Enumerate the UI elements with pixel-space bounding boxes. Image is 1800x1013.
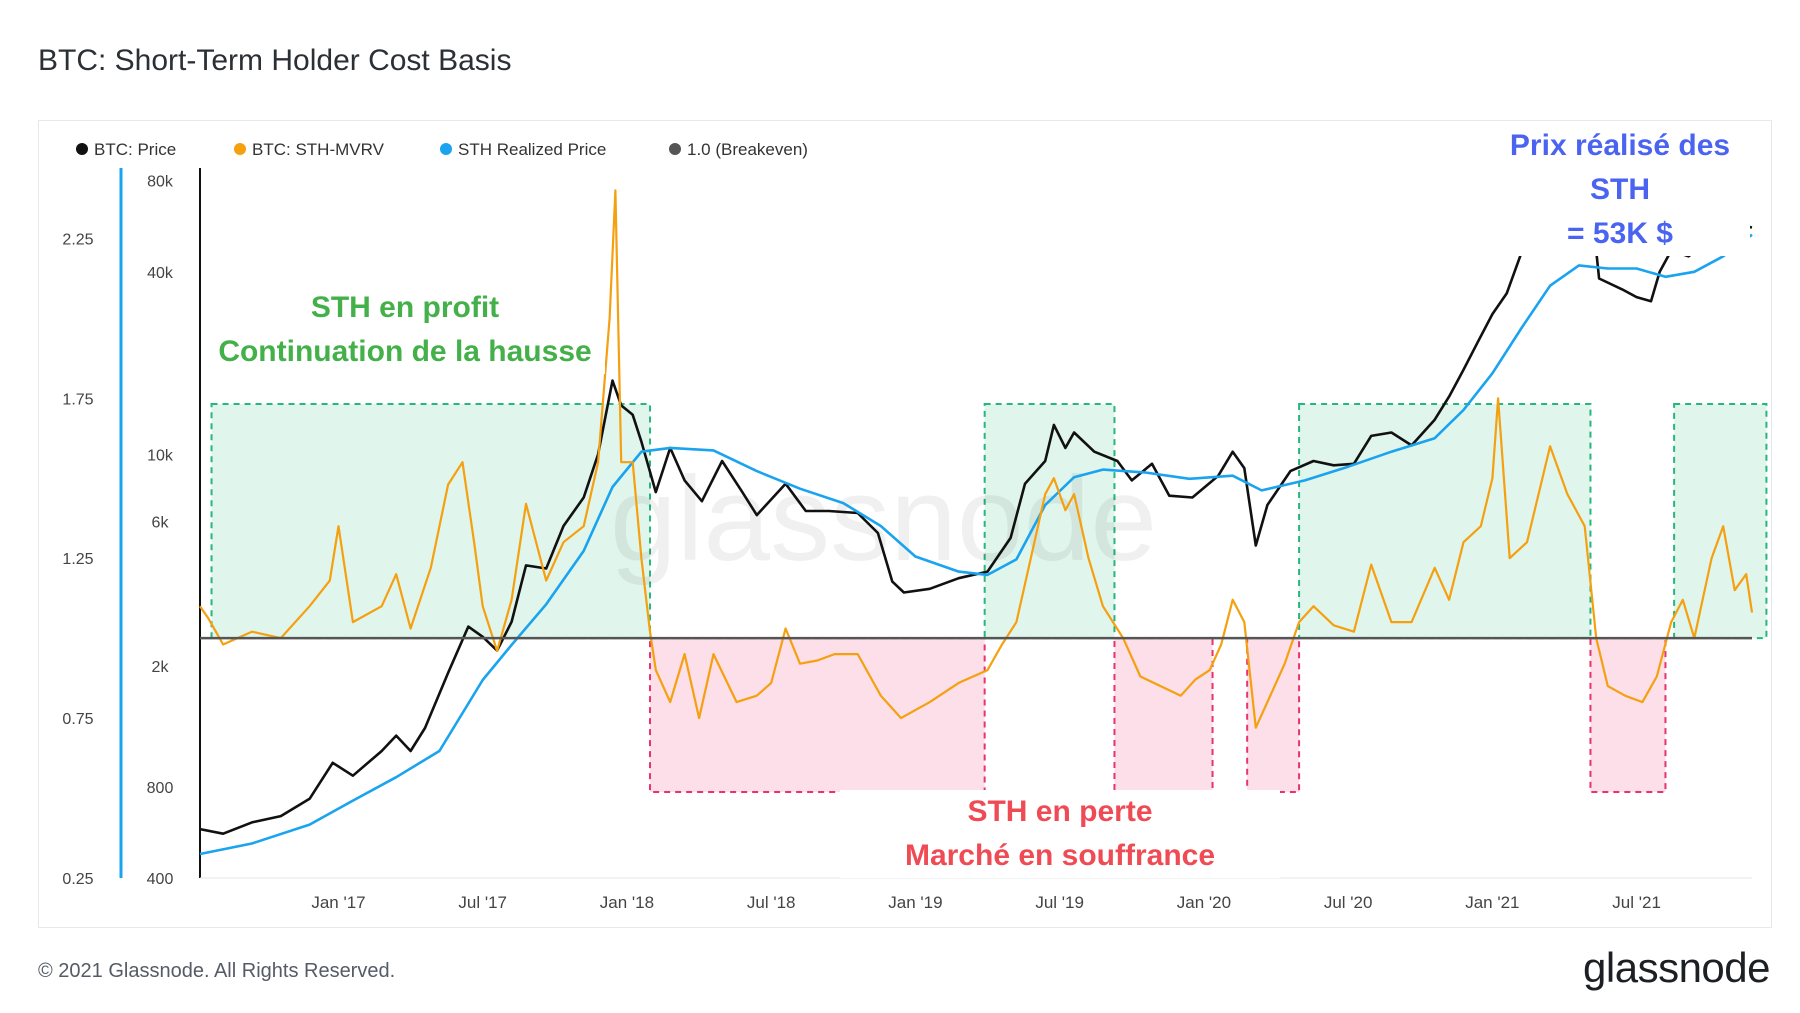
- x-tick-label: Jul '21: [1612, 893, 1661, 912]
- axes-layer: 0.25 0.75 1.25 1.75 2.25 400 800 2k 6k 10k 40k 80k J…: [62, 168, 1752, 912]
- price-tick-label: 10k: [147, 447, 174, 464]
- loss-annotation-line1: STH en perte: [967, 795, 1153, 828]
- price-tick-label: 2k: [152, 659, 170, 676]
- price-tick-label: 40k: [147, 265, 174, 282]
- profit-region-5: [1298, 403, 1592, 640]
- x-tick-label: Jan '21: [1465, 893, 1519, 912]
- profit-region-7: [1673, 403, 1768, 640]
- watermark: glassnode: [610, 452, 1157, 586]
- glassnode-logo[interactable]: glassnode: [1583, 944, 1770, 991]
- price-tick-label: 800: [147, 780, 174, 797]
- legend-label: BTC: STH-MVRV: [252, 140, 385, 159]
- profit-annotation-line2: Continuation de la hausse: [218, 335, 592, 368]
- mvrv-tick-label: 0.25: [62, 871, 93, 888]
- legend-label: 1.0 (Breakeven): [687, 140, 808, 159]
- x-tick-label: Jan '19: [888, 893, 942, 912]
- realized-annotation-line1: Prix réalisé des STH: [1509, 129, 1731, 206]
- mvrv-tick-label: 1.25: [62, 551, 93, 568]
- legend-label: STH Realized Price: [458, 140, 606, 159]
- realized-annotation-line2: = 53K $: [1567, 217, 1673, 250]
- loss-annotation: STH en perte Marché en souffrance: [840, 790, 1280, 878]
- loss-region-1: [649, 637, 986, 793]
- profit-region-0: [210, 403, 652, 640]
- x-tick-label: Jul '18: [747, 893, 796, 912]
- profit-annotation-line1: STH en profit: [310, 291, 500, 324]
- chart-panel: [38, 120, 1772, 928]
- legend-dot: [76, 143, 88, 155]
- legend-dot: [669, 143, 681, 155]
- loss-annotation-line2: Marché en souffrance: [904, 839, 1216, 872]
- x-tick-label: Jan '17: [311, 893, 365, 912]
- profit-annotation: STH en profit Continuation de la hausse: [205, 286, 605, 374]
- x-tick-label: Jul '20: [1324, 893, 1373, 912]
- legend-layer: BTC: Price BTC: STH-MVRV STH Realized Pric…: [76, 140, 808, 159]
- price-tick-label: 400: [147, 871, 174, 888]
- copyright-footer: © 2021 Glassnode. All Rights Reserved.: [38, 960, 396, 982]
- price-tick-label: 80k: [147, 174, 174, 191]
- x-tick-label: Jul '19: [1035, 893, 1084, 912]
- series-line-btc-sth-mvrv: [199, 189, 1754, 729]
- legend-dot: [234, 143, 246, 155]
- mvrv-tick-label: 0.75: [62, 711, 93, 728]
- mvrv-tick-label: 1.75: [62, 391, 93, 408]
- legend-dot: [440, 143, 452, 155]
- loss-region-3: [1113, 637, 1214, 793]
- chart-title: BTC: Short-Term Holder Cost Basis: [38, 44, 512, 77]
- legend-label: BTC: Price: [94, 140, 176, 159]
- x-tick-label: Jan '20: [1177, 893, 1231, 912]
- x-tick-label: Jan '18: [600, 893, 654, 912]
- price-tick-label: 6k: [152, 515, 170, 532]
- realized-price-annotation: Prix réalisé des STH = 53K $: [1490, 124, 1750, 256]
- mvrv-tick-label: 2.25: [62, 231, 93, 248]
- x-tick-label: Jul '17: [458, 893, 507, 912]
